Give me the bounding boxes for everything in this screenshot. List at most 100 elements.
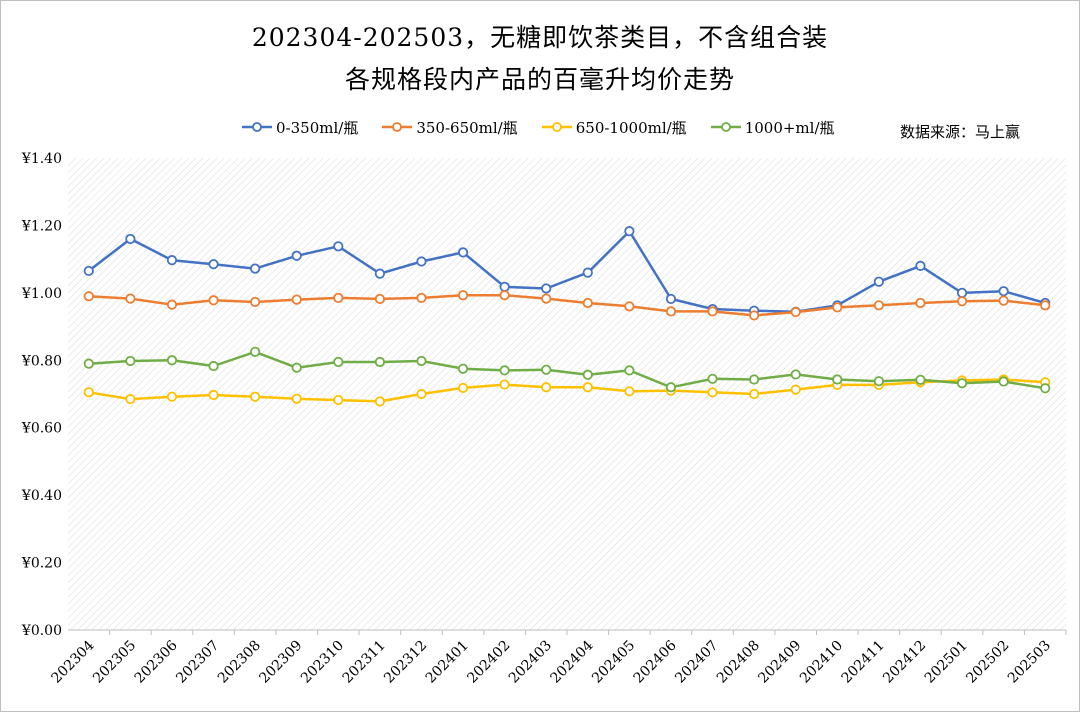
x-tick-label: 202401: [423, 638, 472, 687]
y-tick-label: ¥0.60: [21, 421, 62, 437]
x-tick-label: 202405: [589, 638, 638, 687]
x-tick-label: 202310: [298, 638, 347, 687]
data-point: [374, 356, 385, 368]
data-point: [665, 293, 677, 305]
series-2: [83, 290, 1051, 321]
data-point: [457, 290, 469, 301]
data-point: [208, 259, 219, 270]
y-tick-label: ¥0.40: [21, 488, 62, 504]
data-point: [582, 369, 593, 380]
x-tick-label: 202307: [173, 638, 222, 687]
data-point: [208, 389, 219, 401]
data-point: [166, 391, 178, 402]
legend-label: 650-1000ml/瓶: [575, 118, 687, 137]
data-point: [333, 394, 344, 406]
data-point: [333, 241, 344, 252]
data-point: [582, 267, 593, 278]
data-point: [416, 256, 427, 267]
data-point: [707, 306, 718, 317]
data-point: [956, 378, 968, 389]
chart-title-line2: 各规格段内产品的百毫升均价走势: [344, 65, 735, 94]
data-point: [790, 384, 801, 395]
data-point: [499, 365, 510, 376]
data-point: [749, 374, 760, 385]
x-tick-label: 202304: [49, 637, 98, 686]
data-point: [125, 355, 136, 367]
data-point: [749, 388, 760, 400]
data-point: [915, 374, 926, 385]
data-point: [250, 296, 261, 308]
x-tick-label: 202404: [548, 637, 597, 686]
data-point: [499, 281, 510, 292]
x-tick-label: 202306: [132, 637, 181, 686]
data-point: [541, 293, 552, 304]
data-point: [873, 300, 884, 311]
legend-swatch: [242, 122, 272, 132]
series-line: [88, 350, 1046, 390]
data-point: [416, 292, 427, 304]
data-point: [873, 276, 884, 287]
legend-swatch: [382, 122, 413, 132]
legend-label: 0-350ml/瓶: [276, 118, 359, 137]
data-point: [166, 255, 178, 266]
series-line: [88, 378, 1046, 403]
data-point: [125, 393, 136, 405]
data-point: [790, 306, 801, 318]
data-point: [956, 296, 968, 307]
data-point: [541, 382, 552, 393]
data-point: [624, 226, 635, 237]
source-note: 数据来源：马上赢: [900, 123, 1021, 141]
data-point: [125, 293, 136, 304]
x-tick-label: 202311: [340, 638, 389, 687]
data-point: [998, 376, 1009, 387]
data-point: [707, 387, 718, 398]
data-point: [457, 247, 469, 258]
data-point: [956, 287, 968, 298]
data-point: [499, 379, 510, 390]
x-tick-label: 202308: [215, 638, 264, 687]
data-point: [374, 293, 385, 305]
data-point: [291, 362, 302, 373]
data-point: [374, 396, 385, 407]
plot-area: [68, 158, 1066, 630]
x-tick-label: 202501: [922, 638, 971, 687]
data-point: [291, 294, 302, 305]
data-point: [582, 382, 593, 393]
data-point: [707, 373, 718, 384]
series-1: [83, 226, 1051, 317]
x-tick-label: 202410: [797, 638, 846, 687]
x-tick-label: 202305: [90, 638, 139, 687]
data-point: [250, 346, 261, 357]
data-point: [998, 286, 1009, 297]
data-point: [915, 297, 926, 309]
x-tick-label: 202503: [1005, 638, 1054, 687]
legend-item: 0-350ml/瓶: [242, 117, 358, 138]
data-point: [873, 376, 884, 387]
chart-title-line1: 202304-202503，无糖即饮茶类目，不含组合装: [251, 23, 829, 52]
legend-item: 350-650ml/瓶: [382, 117, 518, 138]
data-point: [208, 295, 219, 306]
legend-item: 650-1000ml/瓶: [541, 117, 687, 138]
data-point: [541, 283, 552, 294]
data-point: [166, 299, 178, 310]
data-point: [915, 260, 926, 271]
x-tick-label: 202309: [256, 638, 305, 687]
data-point: [749, 310, 760, 321]
y-tick-label: ¥0.00: [21, 623, 62, 639]
y-tick-label: ¥0.80: [21, 353, 62, 369]
legend-item: 1000+ml/瓶: [710, 117, 835, 138]
data-point: [998, 295, 1009, 306]
data-point: [832, 302, 843, 313]
data-point: [291, 393, 302, 404]
data-point: [374, 268, 385, 279]
x-tick-label: 202409: [755, 638, 804, 687]
data-point: [416, 355, 427, 367]
data-point: [624, 301, 635, 312]
series-4: [83, 346, 1051, 394]
x-tick-label: 202502: [963, 638, 1012, 687]
data-point: [665, 306, 677, 317]
x-tick-label: 202402: [464, 638, 513, 687]
data-point: [333, 356, 344, 368]
y-tick-label: ¥1.00: [21, 286, 62, 302]
